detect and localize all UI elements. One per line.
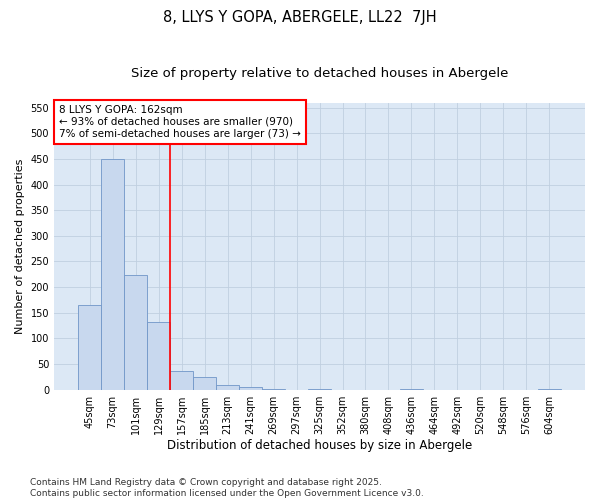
Bar	[193, 377, 216, 390]
Text: 8, LLYS Y GOPA, ABERGELE, LL22  7JH: 8, LLYS Y GOPA, ABERGELE, LL22 7JH	[163, 10, 437, 25]
Bar	[239, 387, 262, 390]
Bar	[124, 276, 147, 390]
X-axis label: Distribution of detached houses by size in Abergele: Distribution of detached houses by size …	[167, 440, 472, 452]
Title: Size of property relative to detached houses in Abergele: Size of property relative to detached ho…	[131, 68, 508, 80]
Bar	[308, 388, 331, 390]
Y-axis label: Number of detached properties: Number of detached properties	[15, 158, 25, 334]
Text: 8 LLYS Y GOPA: 162sqm
← 93% of detached houses are smaller (970)
7% of semi-deta: 8 LLYS Y GOPA: 162sqm ← 93% of detached …	[59, 106, 301, 138]
Text: Contains HM Land Registry data © Crown copyright and database right 2025.
Contai: Contains HM Land Registry data © Crown c…	[30, 478, 424, 498]
Bar	[538, 388, 561, 390]
Bar	[216, 384, 239, 390]
Bar	[78, 305, 101, 390]
Bar	[170, 370, 193, 390]
Bar	[400, 388, 423, 390]
Bar	[101, 159, 124, 390]
Bar	[262, 388, 285, 390]
Bar	[147, 322, 170, 390]
